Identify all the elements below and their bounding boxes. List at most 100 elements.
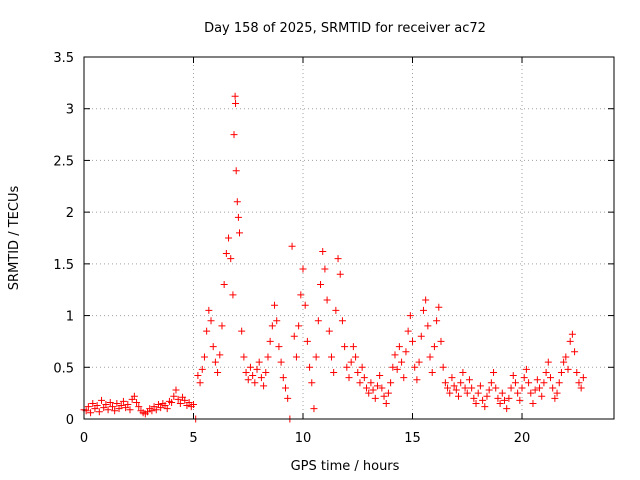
data-point <box>505 394 513 402</box>
data-point <box>170 392 178 400</box>
data-point <box>185 398 193 406</box>
data-point <box>356 379 364 387</box>
data-point <box>533 376 541 384</box>
data-point <box>310 405 318 413</box>
data-point <box>527 389 535 397</box>
data-point <box>546 374 554 382</box>
data-point <box>319 247 327 255</box>
data-point <box>544 358 552 366</box>
data-point <box>84 403 92 411</box>
data-point <box>358 363 366 371</box>
data-point <box>336 270 344 278</box>
data-point <box>474 389 482 397</box>
data-point <box>314 317 322 325</box>
data-points <box>80 92 587 423</box>
data-point <box>93 402 101 410</box>
data-point <box>564 365 572 373</box>
data-point <box>303 337 311 345</box>
data-point <box>253 365 261 373</box>
data-point <box>181 396 189 404</box>
data-point <box>255 358 263 366</box>
data-point <box>441 379 449 387</box>
data-point <box>382 399 390 407</box>
data-point <box>500 396 508 404</box>
data-point <box>371 394 379 402</box>
data-point <box>549 384 557 392</box>
y-tick-label: 1 <box>66 310 74 325</box>
data-point <box>400 374 408 382</box>
data-point <box>568 330 576 338</box>
data-point <box>452 386 460 394</box>
data-point <box>327 353 335 361</box>
data-point <box>369 386 377 394</box>
data-point <box>209 343 217 351</box>
x-tick-label: 5 <box>189 431 197 446</box>
data-point <box>330 368 338 376</box>
data-point <box>536 384 544 392</box>
data-point <box>538 392 546 400</box>
data-point <box>428 368 436 376</box>
data-point <box>424 322 432 330</box>
data-point <box>338 317 346 325</box>
data-point <box>126 406 134 414</box>
y-tick-label: 3.5 <box>53 51 74 66</box>
data-point <box>279 374 287 382</box>
x-tick-label: 15 <box>404 431 421 446</box>
data-point <box>367 379 375 387</box>
data-point <box>437 337 445 345</box>
data-point <box>222 250 230 258</box>
data-point <box>531 386 539 394</box>
y-tick-label: 0.5 <box>53 361 74 376</box>
data-point <box>496 399 504 407</box>
data-point <box>540 379 548 387</box>
data-point <box>389 363 397 371</box>
data-point <box>529 399 537 407</box>
data-point <box>419 306 427 314</box>
data-point <box>157 404 165 412</box>
data-point <box>560 358 568 366</box>
y-tick-label: 2 <box>66 206 74 221</box>
x-tick-label: 20 <box>514 431 531 446</box>
data-point <box>507 384 515 392</box>
data-point <box>190 401 198 409</box>
data-point <box>472 399 480 407</box>
data-point <box>111 407 119 415</box>
data-point <box>176 399 184 407</box>
data-point <box>246 363 254 371</box>
data-point <box>163 405 171 413</box>
y-tick-label: 1.5 <box>53 258 74 273</box>
data-point <box>230 131 238 139</box>
data-point <box>481 403 489 411</box>
data-point <box>225 234 233 242</box>
data-point <box>490 368 498 376</box>
data-point <box>203 327 211 335</box>
data-point <box>373 382 381 390</box>
data-point <box>235 229 243 237</box>
data-point <box>260 382 268 390</box>
data-point <box>551 394 559 402</box>
data-point <box>476 382 484 390</box>
axis-ticks <box>83 56 614 420</box>
data-point <box>470 394 478 402</box>
data-point <box>384 389 392 397</box>
data-point <box>198 365 206 373</box>
data-point <box>487 379 495 387</box>
y-tick-label: 2.5 <box>53 154 74 169</box>
y-axis-label: SRMTID / TECUs <box>7 186 22 291</box>
data-point <box>483 392 491 400</box>
data-point <box>566 337 574 345</box>
data-point <box>485 386 493 394</box>
data-point <box>334 255 342 263</box>
data-point <box>301 301 309 309</box>
data-point <box>227 255 235 263</box>
data-point <box>214 368 222 376</box>
data-point <box>281 384 289 392</box>
data-point <box>288 242 296 250</box>
data-point <box>455 392 463 400</box>
data-point <box>306 363 314 371</box>
data-point <box>360 374 368 382</box>
data-point <box>268 322 276 330</box>
data-point <box>465 376 473 384</box>
data-point <box>234 213 242 221</box>
data-point <box>299 265 307 273</box>
